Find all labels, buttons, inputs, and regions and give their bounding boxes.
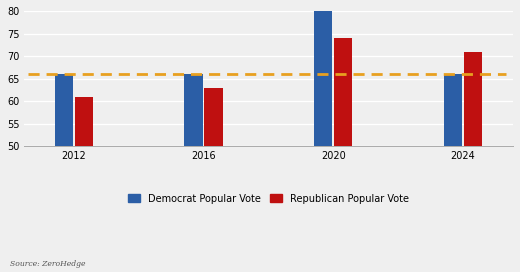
Text: Source: ZeroHedge: Source: ZeroHedge [10,260,86,268]
Bar [55,74,73,146]
Bar [314,7,332,146]
Bar [184,74,202,146]
Bar [334,38,353,146]
Legend: Democrat Popular Vote, Republican Popular Vote: Democrat Popular Vote, Republican Popula… [128,194,409,204]
Bar [204,88,223,146]
Bar [444,74,462,146]
Bar [464,52,482,146]
Bar [74,97,93,146]
